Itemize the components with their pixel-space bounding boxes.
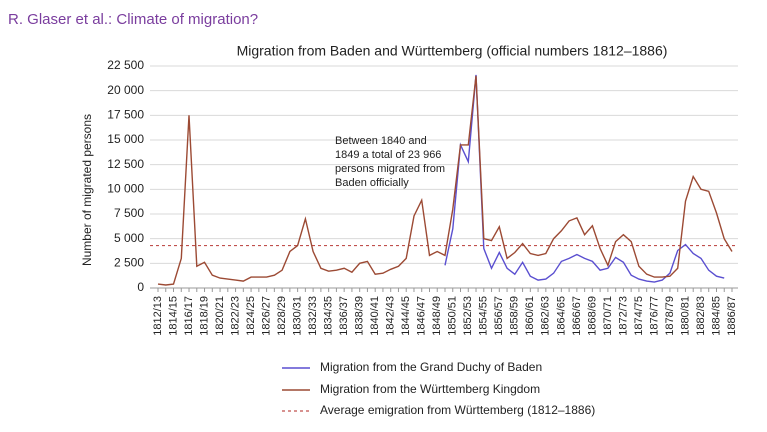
x-tick-label: 1824/25: [245, 296, 257, 336]
x-tick-label: 1864/65: [555, 296, 567, 336]
series-line: [444, 74, 725, 283]
x-tick-label: 1874/75: [633, 296, 645, 336]
annotation: Between 1840 and: [335, 135, 427, 147]
x-tick-label: 1868/69: [586, 296, 598, 336]
y-tick-label: 15 000: [107, 132, 144, 146]
x-tick-label: 1866/67: [571, 296, 583, 336]
x-tick-label: 1882/83: [695, 296, 707, 336]
series-line: [157, 75, 733, 286]
x-tick-label: 1854/55: [478, 296, 490, 336]
x-tick-label: 1848/49: [431, 296, 443, 336]
x-tick-label: 1826/27: [261, 296, 273, 336]
legend-label: Migration from the Grand Duchy of Baden: [320, 360, 542, 374]
x-tick-label: 1814/15: [167, 296, 179, 336]
y-axis-label: Number of migrated persons: [80, 114, 94, 266]
x-tick-label: 1876/77: [648, 296, 660, 336]
slide-header: R. Glaser et al.: Climate of migration?: [8, 11, 258, 28]
x-tick-label: 1836/37: [338, 296, 350, 336]
x-tick-label: 1840/41: [369, 296, 381, 336]
x-tick-label: 1838/39: [354, 296, 366, 336]
y-tick-label: 7 500: [114, 206, 144, 220]
annotation: persons migrated from: [335, 163, 445, 175]
legend-label: Migration from the Württemberg Kingdom: [320, 382, 540, 396]
x-tick-label: 1846/47: [416, 296, 428, 336]
x-tick-label: 1818/19: [198, 296, 210, 336]
y-tick-label: 12 500: [107, 157, 144, 171]
y-tick-label: 22 500: [107, 58, 144, 72]
x-tick-label: 1830/31: [292, 296, 304, 336]
x-tick-label: 1832/33: [307, 296, 319, 336]
x-tick-label: 1862/63: [540, 296, 552, 336]
x-tick-label: 1872/73: [617, 296, 629, 336]
x-tick-label: 1858/59: [509, 296, 521, 336]
x-tick-label: 1880/81: [679, 296, 691, 336]
x-tick-label: 1852/53: [462, 296, 474, 336]
x-tick-label: 1870/71: [602, 296, 614, 336]
x-tick-label: 1850/51: [447, 296, 459, 336]
x-tick-label: 1844/45: [400, 296, 412, 336]
y-tick-label: 17 500: [107, 108, 144, 122]
y-tick-label: 10 000: [107, 182, 144, 196]
x-tick-label: 1812/13: [152, 296, 164, 336]
x-tick-label: 1886/87: [726, 296, 738, 336]
annotation: 1849 a total of 23 966: [335, 149, 441, 161]
chart-title: Migration from Baden and Württemberg (of…: [237, 43, 668, 59]
x-tick-label: 1828/29: [276, 296, 288, 336]
x-tick-label: 1822/23: [229, 296, 241, 336]
y-tick-label: 20 000: [107, 83, 144, 97]
x-tick-label: 1860/61: [524, 296, 536, 336]
legend-label: Average emigration from Württemberg (181…: [320, 403, 595, 417]
annotation: Baden officially: [335, 177, 409, 189]
x-tick-label: 1820/21: [214, 296, 226, 336]
y-tick-label: 5 000: [114, 231, 144, 245]
x-tick-label: 1884/85: [710, 296, 722, 336]
x-tick-label: 1834/35: [323, 296, 335, 336]
x-tick-label: 1842/43: [385, 296, 397, 336]
x-tick-label: 1878/79: [664, 296, 676, 336]
y-tick-label: 2 500: [114, 256, 144, 270]
y-tick-label: 0: [137, 280, 144, 294]
x-tick-label: 1816/17: [183, 296, 195, 336]
x-tick-label: 1856/57: [493, 296, 505, 336]
